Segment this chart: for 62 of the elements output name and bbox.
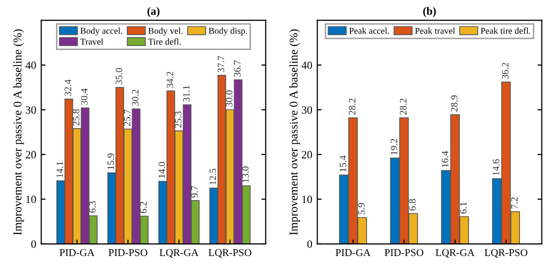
data-label: 6.1 bbox=[460, 202, 467, 214]
data-label: 16.4 bbox=[442, 151, 448, 168]
chart-title: (a) bbox=[147, 7, 160, 18]
x-tick-label: PID-PSO bbox=[384, 249, 424, 256]
data-label: 25.8 bbox=[72, 109, 80, 126]
data-label: 12.5 bbox=[210, 168, 216, 184]
data-label: 6.3 bbox=[89, 201, 96, 213]
y-tick-label: 20 bbox=[26, 150, 36, 158]
x-tick-label: PID-GA bbox=[336, 249, 371, 256]
data-label: 35.0 bbox=[116, 68, 122, 84]
chart-title: (b) bbox=[423, 7, 436, 18]
legend-label: Body disp. bbox=[208, 28, 247, 36]
y-tick-label: 30 bbox=[26, 106, 36, 114]
legend-label: Body accel. bbox=[80, 28, 122, 36]
data-label: 25.3 bbox=[174, 111, 182, 128]
y-axis-title: Improvement over passive 0 A baseline (%) bbox=[289, 29, 300, 235]
x-tick-label: LQR-PSO bbox=[484, 249, 528, 258]
data-label: 14.6 bbox=[492, 159, 500, 176]
y-tick-label: 0 bbox=[31, 240, 36, 248]
data-label: 25.7 bbox=[124, 110, 130, 126]
data-label: 7.2 bbox=[511, 197, 518, 208]
data-label: 6.8 bbox=[409, 199, 416, 210]
legend-label: Peak tire defl. bbox=[480, 27, 530, 34]
x-tick-label: PID-GA bbox=[60, 249, 95, 256]
legend-label: Travel bbox=[80, 38, 104, 45]
data-label: 6.2 bbox=[140, 202, 147, 214]
data-label: 15.4 bbox=[340, 155, 346, 172]
data-label: 28.9 bbox=[450, 95, 458, 112]
y-tick-label: 10 bbox=[26, 196, 36, 204]
y-tick-label: 40 bbox=[302, 62, 312, 70]
data-label: 30.4 bbox=[80, 88, 88, 105]
data-label: 32.4 bbox=[64, 79, 72, 96]
legend-label: Tire defl. bbox=[148, 38, 181, 45]
y-tick-label: 0 bbox=[307, 240, 312, 248]
y-tick-label: 20 bbox=[302, 150, 312, 158]
y-tick-label: 30 bbox=[302, 106, 312, 114]
data-label: 9.7 bbox=[191, 186, 198, 198]
data-label: 15.9 bbox=[108, 154, 114, 170]
data-label: 37.7 bbox=[218, 56, 224, 72]
data-label: 14.0 bbox=[158, 162, 166, 178]
x-tick-label: PID-PSO bbox=[108, 249, 148, 256]
data-label: 5.9 bbox=[358, 203, 365, 214]
y-tick-label: 40 bbox=[25, 62, 36, 70]
data-label: 14.1 bbox=[56, 162, 64, 178]
x-tick-label: LQR-GA bbox=[436, 249, 475, 258]
x-tick-label: LQR-PSO bbox=[208, 249, 252, 258]
data-label: 28.2 bbox=[400, 98, 406, 115]
x-tick-label: LQR-GA bbox=[160, 249, 199, 258]
data-label: 31.1 bbox=[183, 86, 190, 102]
y-axis-title: Improvement over passive 0 A baseline (%) bbox=[13, 29, 24, 235]
legend-label: Peak travel bbox=[415, 28, 456, 34]
data-label: 36.2 bbox=[502, 62, 509, 79]
data-label: 34.2 bbox=[166, 72, 174, 88]
y-tick-label: 10 bbox=[302, 196, 312, 204]
legend-label: Peak accel. bbox=[349, 28, 389, 34]
data-label: 13.0 bbox=[242, 166, 249, 182]
data-label: 30.2 bbox=[132, 90, 139, 106]
data-label: 36.7 bbox=[234, 60, 241, 77]
data-label: 30.0 bbox=[226, 90, 232, 107]
legend-label: Body vel. bbox=[148, 28, 183, 36]
data-label: 28.2 bbox=[348, 98, 356, 115]
data-label: 19.2 bbox=[390, 138, 398, 155]
